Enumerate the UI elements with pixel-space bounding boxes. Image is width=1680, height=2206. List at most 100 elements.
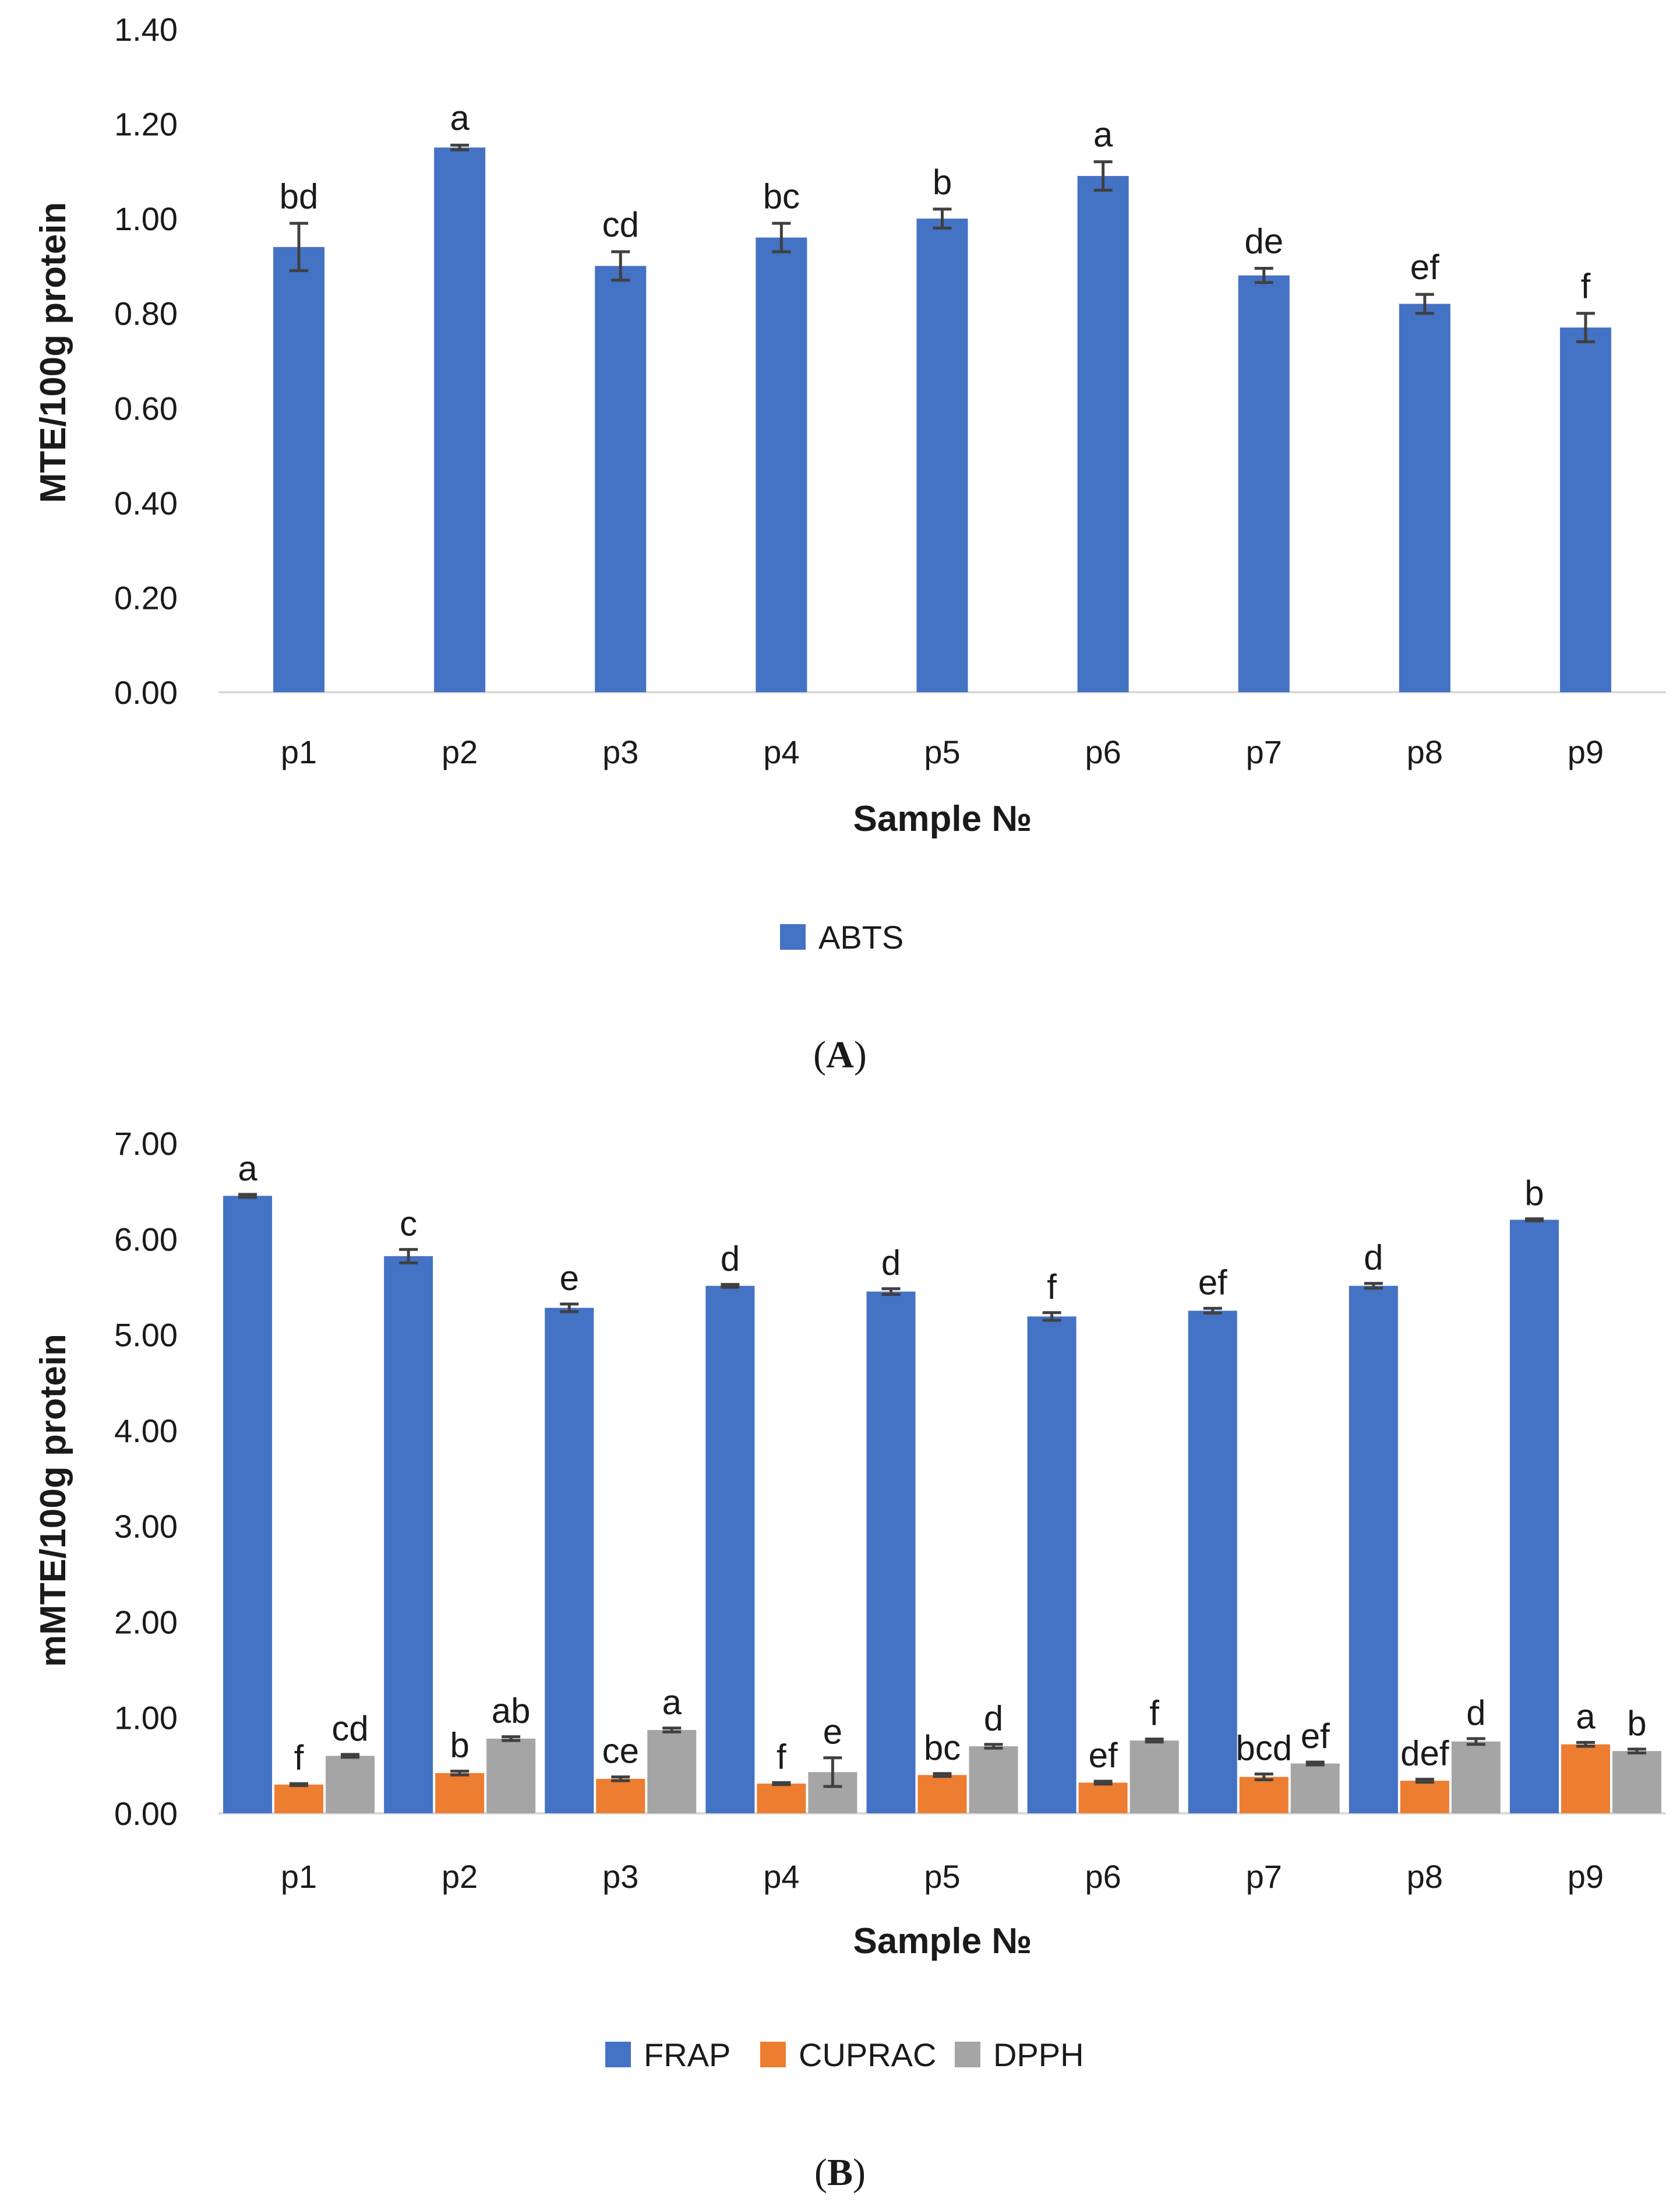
chart-b-ytick-label: 7.00 bbox=[114, 1125, 178, 1162]
chart-a-ytick-label: 1.00 bbox=[114, 200, 178, 237]
chart-b-sig-letter: ef bbox=[1301, 1717, 1330, 1756]
chart-a-sig-letter: ef bbox=[1410, 248, 1439, 287]
chart-b-sig-letter: f bbox=[1047, 1267, 1057, 1306]
chart-b-xtick-label: p8 bbox=[1407, 1858, 1443, 1895]
chart-a-ytick-label: 0.80 bbox=[114, 295, 178, 332]
chart-b-sig-letter: f bbox=[777, 1737, 786, 1776]
chart-b-bar-frap bbox=[1509, 1220, 1559, 1813]
chart-b-bar-frap bbox=[866, 1291, 916, 1813]
chart-b-xlabel: Sample № bbox=[853, 1921, 1032, 1961]
chart-b-sig-letter: ce bbox=[602, 1732, 639, 1771]
chart-a-ytick-label: 0.00 bbox=[114, 674, 178, 711]
chart-b-legend-label: DPPH bbox=[993, 2036, 1084, 2073]
chart-a-sig-letter: bc bbox=[763, 177, 800, 216]
chart-b-ytick-label: 2.00 bbox=[114, 1604, 178, 1640]
chart-a-sig-letter: de bbox=[1244, 221, 1283, 260]
chart-b-xtick-label: p9 bbox=[1568, 1858, 1604, 1895]
chart-a-bar-abts bbox=[1399, 304, 1450, 692]
chart-b-legend-swatch-dpph bbox=[955, 2042, 980, 2067]
chart-b-bar-cuprac bbox=[274, 1784, 324, 1813]
chart-b-legend-swatch-cuprac bbox=[760, 2042, 786, 2067]
chart-b-ylabel: mMTE/100g protein bbox=[33, 1334, 73, 1667]
chart-a-xlabel: Sample № bbox=[853, 799, 1032, 839]
chart-a-sig-letter: b bbox=[933, 163, 952, 202]
chart-b-ytick-label: 5.00 bbox=[114, 1317, 178, 1354]
chart-b-sig-letter: ab bbox=[492, 1691, 531, 1731]
chart-a-legend-swatch-abts bbox=[780, 924, 806, 950]
chart-b-sig-letter: b bbox=[450, 1726, 469, 1765]
chart-a-xtick-label: p3 bbox=[602, 734, 638, 770]
chart-a-ytick-label: 1.40 bbox=[114, 11, 178, 48]
chart-b-sig-letter: c bbox=[400, 1204, 417, 1243]
chart-b-sig-letter: b bbox=[1627, 1704, 1646, 1743]
chart-b-sig-letter: d bbox=[1466, 1693, 1485, 1732]
chart-b-bar-dpph bbox=[969, 1746, 1018, 1813]
chart-a-bar-abts bbox=[1238, 275, 1290, 693]
chart-b-xtick-label: p7 bbox=[1246, 1858, 1282, 1895]
chart-b-bar-cuprac bbox=[917, 1775, 967, 1813]
chart-a-sig-letter: bd bbox=[280, 177, 319, 216]
chart-b-sig-letter: bc bbox=[924, 1728, 961, 1767]
chart-a-sig-letter: a bbox=[1093, 115, 1113, 154]
chart-b-bar-cuprac bbox=[596, 1778, 645, 1813]
chart-b-ytick-label: 4.00 bbox=[114, 1412, 178, 1449]
chart-a-xtick-label: p2 bbox=[442, 734, 478, 770]
chart-b-ytick-label: 6.00 bbox=[114, 1221, 178, 1257]
chart-b-ytick-label: 0.00 bbox=[114, 1795, 178, 1832]
chart-b-bar-dpph bbox=[486, 1738, 536, 1813]
chart-b-sig-letter: d bbox=[721, 1239, 740, 1278]
chart-b-xtick-label: p4 bbox=[763, 1858, 799, 1895]
chart-b-ytick-label: 3.00 bbox=[114, 1508, 178, 1545]
chart-b-bar-cuprac bbox=[1078, 1782, 1128, 1813]
chart-b-bar-frap bbox=[1188, 1310, 1237, 1813]
chart-b-bar-frap bbox=[223, 1196, 273, 1813]
chart-b-sig-letter: bcd bbox=[1236, 1729, 1292, 1768]
chart-a-xtick-label: p7 bbox=[1246, 734, 1282, 770]
chart-b-bar-frap bbox=[1349, 1285, 1398, 1813]
chart-b-bar-dpph bbox=[1612, 1751, 1661, 1813]
chart-b-sig-letter: a bbox=[1576, 1697, 1596, 1736]
chart-b-bar-cuprac bbox=[757, 1784, 806, 1813]
chart-a-xtick-label: p8 bbox=[1407, 734, 1443, 770]
chart-b-panel-label: (B) bbox=[814, 2151, 866, 2194]
chart-a-bar-abts bbox=[756, 237, 807, 693]
chart-b-bar-cuprac bbox=[1239, 1777, 1289, 1813]
chart-b-bar-dpph bbox=[326, 1756, 375, 1813]
chart-a-sig-letter: cd bbox=[602, 205, 639, 244]
chart-b-bar-dpph bbox=[1290, 1763, 1340, 1813]
chart-b-ytick-label: 1.00 bbox=[114, 1700, 178, 1736]
chart-a-ytick-label: 0.40 bbox=[114, 485, 178, 521]
chart-a-legend-label: ABTS bbox=[818, 919, 903, 956]
chart-b-sig-letter: e bbox=[823, 1712, 842, 1752]
chart-b-bar-frap bbox=[384, 1256, 433, 1813]
chart-b-bar-cuprac bbox=[1400, 1781, 1449, 1813]
chart-a-sig-letter: f bbox=[1581, 267, 1591, 306]
chart-a-bar-abts bbox=[595, 266, 647, 692]
chart-a-panel-label: (A) bbox=[813, 1034, 867, 1076]
chart-b-sig-letter: ef bbox=[1089, 1736, 1118, 1775]
chart-a-ytick-label: 1.20 bbox=[114, 106, 178, 143]
chart-b-xtick-label: p3 bbox=[602, 1858, 638, 1895]
chart-b-bar-dpph bbox=[1451, 1741, 1501, 1813]
chart-b-legend-label: CUPRAC bbox=[799, 2036, 936, 2073]
chart-a-ylabel: MTE/100g protein bbox=[33, 202, 73, 503]
chart-b-sig-letter: ef bbox=[1198, 1263, 1227, 1302]
chart-a-xtick-label: p4 bbox=[763, 734, 799, 770]
chart-b-sig-letter: e bbox=[560, 1259, 579, 1298]
chart-b-bar-cuprac bbox=[1561, 1744, 1610, 1813]
chart-a-xtick-label: p9 bbox=[1568, 734, 1604, 770]
chart-a-bar-abts bbox=[273, 246, 325, 692]
chart-b-xtick-label: p5 bbox=[924, 1858, 960, 1895]
chart-b-bar-frap bbox=[545, 1308, 594, 1813]
chart-a-bar-abts bbox=[916, 219, 968, 693]
chart-b-sig-letter: d bbox=[1364, 1238, 1383, 1277]
chart-b-xtick-label: p1 bbox=[281, 1858, 317, 1895]
chart-b-bar-dpph bbox=[1130, 1740, 1179, 1813]
chart-b-sig-letter: d bbox=[984, 1699, 1003, 1738]
chart-b-sig-letter: a bbox=[662, 1683, 682, 1722]
chart-b-xtick-label: p6 bbox=[1085, 1858, 1121, 1895]
chart-a-sig-letter: a bbox=[450, 98, 470, 138]
chart-b-sig-letter: def bbox=[1400, 1734, 1449, 1773]
chart-a-ytick-label: 0.20 bbox=[114, 579, 178, 616]
